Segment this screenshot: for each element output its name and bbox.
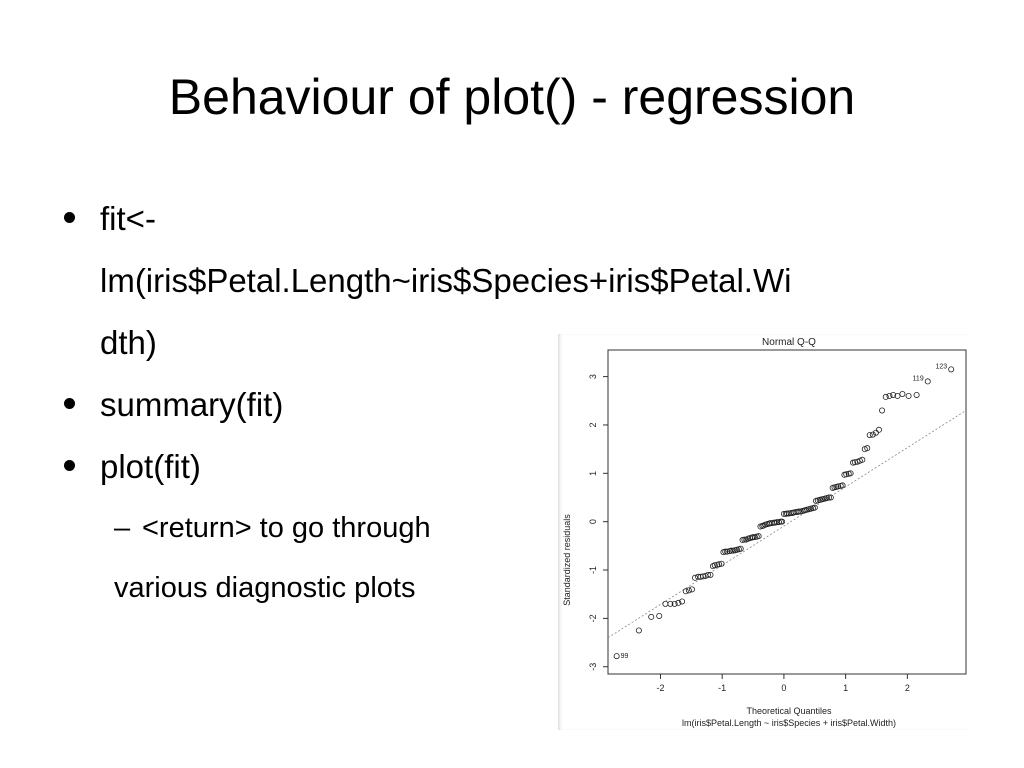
bullet-dot-icon [64, 212, 75, 223]
data-point [866, 432, 873, 439]
data-point [879, 407, 886, 414]
bullet-line: fit<- [100, 200, 156, 237]
plot-box [607, 349, 967, 675]
data-point [635, 627, 642, 634]
data-point [682, 588, 689, 595]
data-point [648, 613, 655, 620]
data-point [882, 393, 889, 400]
qq-plot-image: Normal Q-Q Standardized residuals Theore… [558, 334, 970, 730]
bullet-dot-icon [64, 398, 75, 409]
chart-ylabel: Standardized residuals [562, 514, 572, 606]
data-point [843, 471, 850, 478]
data-point [692, 574, 699, 581]
bullet-list: fit<- lm(iris$Petal.Length~iris$Species+… [58, 188, 968, 618]
data-point [750, 534, 757, 541]
bullet-line: dth) [100, 324, 157, 361]
y-tick-label: 3 [588, 374, 598, 379]
bullet-text-summary: summary(fit) [100, 386, 284, 423]
x-tick-label: 2 [905, 683, 910, 693]
data-point [886, 392, 893, 399]
data-point [779, 518, 786, 525]
data-point [835, 483, 842, 490]
sub-bullet-line-2: various diagnostic plots [114, 572, 416, 604]
data-point [795, 508, 802, 515]
data-point [948, 366, 955, 373]
data-point [905, 392, 912, 399]
data-point [839, 482, 846, 489]
data-point [667, 600, 674, 607]
data-point [679, 598, 686, 605]
data-point [728, 547, 735, 554]
chart-xlabel: Theoretical Quantiles [746, 706, 832, 716]
data-point [675, 599, 682, 606]
y-tick-label: -1 [588, 566, 598, 574]
bullet-item-summary: summary(fit) [58, 374, 968, 436]
data-point [825, 494, 832, 501]
data-point [688, 586, 695, 593]
data-point [847, 470, 854, 477]
data-point [707, 571, 714, 578]
data-point [864, 445, 871, 452]
data-point [894, 392, 901, 399]
y-tick-label: -3 [588, 663, 598, 671]
x-tick-label: 1 [843, 683, 848, 693]
data-point [890, 391, 897, 398]
data-point [741, 536, 748, 543]
point-label: 119 [913, 375, 924, 382]
reference-line [607, 410, 967, 639]
chart-subtitle: lm(iris$Petal.Length ~ iris$Species + ir… [682, 718, 896, 728]
data-point [704, 571, 711, 578]
data-point [671, 600, 678, 607]
x-tick-label: 0 [781, 683, 786, 693]
data-point [875, 426, 882, 433]
data-point [755, 533, 762, 540]
sub-bullet-line-1: <return> to go through [142, 512, 431, 544]
data-point [811, 504, 818, 511]
y-tick-label: -2 [588, 614, 598, 622]
point-label: 123 [935, 363, 947, 370]
x-tick-label: -1 [718, 683, 726, 693]
bullet-text-plot: plot(fit) [100, 448, 201, 485]
data-point [685, 587, 692, 594]
sub-bullet-return: – <return> to go through [58, 498, 968, 558]
chart-title: Normal Q-Q [762, 337, 816, 348]
data-point [913, 391, 920, 398]
data-point [737, 545, 744, 552]
data-point [656, 612, 663, 619]
data-point [613, 653, 620, 660]
bullet-item-plot: plot(fit) [58, 436, 968, 498]
data-point [718, 560, 725, 567]
qq-plot-svg: Normal Q-Q Standardized residuals Theore… [562, 337, 967, 728]
bullet-line: lm(iris$Petal.Length~iris$Species+iris$P… [100, 262, 792, 299]
x-tick-label: -2 [656, 683, 664, 693]
y-tick-label: 1 [588, 471, 598, 476]
bullet-item-fit: fit<- lm(iris$Petal.Length~iris$Species+… [58, 188, 968, 374]
data-point [711, 562, 718, 569]
data-point [724, 548, 731, 555]
data-point [827, 494, 834, 501]
dash-icon: – [114, 512, 131, 544]
bullet-text-fit: fit<- lm(iris$Petal.Length~iris$Species+… [100, 188, 968, 374]
data-point [662, 600, 669, 607]
data-point [924, 378, 931, 385]
data-point [899, 391, 906, 398]
y-tick-label: 2 [588, 422, 598, 427]
data-point [716, 561, 723, 568]
point-label: 99 [621, 653, 629, 660]
data-point [869, 431, 876, 438]
bullet-dot-icon [64, 460, 75, 471]
data-point [722, 548, 729, 555]
data-point [859, 456, 866, 463]
y-tick-label: 0 [588, 519, 598, 524]
slide-title: Behaviour of plot() - regression [168, 69, 856, 125]
